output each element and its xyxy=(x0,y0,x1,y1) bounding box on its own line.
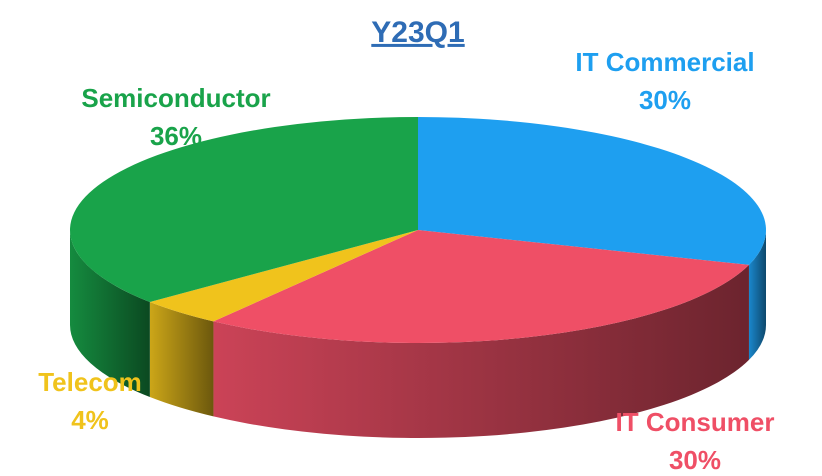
slice-side xyxy=(213,264,749,438)
slice-label: Semiconductor xyxy=(81,83,270,113)
slice-value-label: 36% xyxy=(150,121,202,151)
slice xyxy=(213,230,749,343)
slice-side xyxy=(149,302,214,417)
slice xyxy=(149,230,418,322)
slice-value-label: 30% xyxy=(669,445,721,475)
slice-label: IT Consumer xyxy=(616,407,775,437)
slice xyxy=(418,117,766,265)
slice-value-label: 4% xyxy=(71,405,109,435)
slice-side xyxy=(70,230,150,398)
slice-value-label: 30% xyxy=(639,85,691,115)
slice-side xyxy=(748,230,766,360)
slice xyxy=(70,117,418,303)
slice-label: IT Commercial xyxy=(575,47,754,77)
chart-title: Y23Q1 xyxy=(371,16,464,49)
slice-label: Telecom xyxy=(38,367,142,397)
